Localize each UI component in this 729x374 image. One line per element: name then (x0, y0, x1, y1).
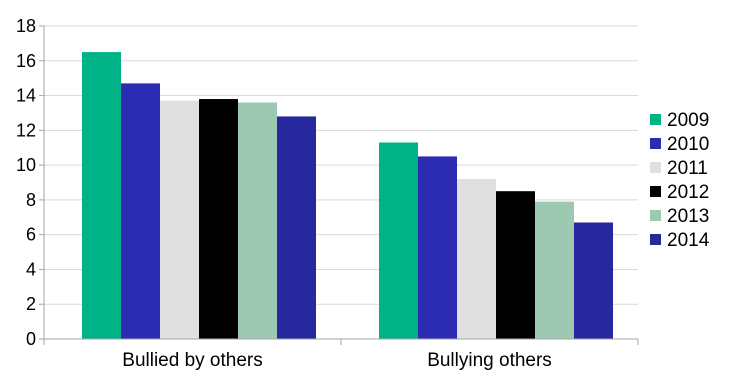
bar-2013-1 (535, 201, 574, 339)
bars (82, 52, 613, 340)
legend-swatch-2009 (650, 114, 661, 125)
bar-2010-1 (418, 156, 457, 339)
legend-swatch-2011 (650, 162, 661, 173)
bar-2013-0 (238, 102, 277, 339)
x-category-label: Bullied by others (122, 350, 262, 371)
y-tick-label: 10 (16, 155, 36, 175)
bar-2009-0 (82, 52, 121, 339)
bar-2010-0 (121, 83, 160, 339)
y-tick-label: 12 (16, 120, 36, 140)
bar-2014-1 (574, 222, 613, 339)
y-tick-label: 2 (26, 294, 36, 314)
bar-2012-0 (199, 99, 238, 340)
legend-swatch-2014 (650, 234, 661, 245)
legend-swatch-2013 (650, 210, 661, 221)
y-tick-label: 18 (16, 16, 36, 36)
legend-label-2010: 2010 (667, 134, 709, 155)
legend-swatch-2012 (650, 186, 661, 197)
y-tick-label: 6 (26, 225, 36, 245)
y-tick-label: 4 (26, 259, 36, 279)
bar-2011-1 (457, 179, 496, 339)
y-tick-label: 16 (16, 51, 36, 71)
y-tick-label: 0 (26, 329, 36, 349)
bar-2009-1 (379, 142, 418, 339)
bar-2011-0 (160, 100, 199, 340)
legend: 2009 2010 2011 2012 2013 2014 (650, 110, 710, 251)
legend-label-2012: 2012 (667, 182, 709, 203)
axes: 0 2 4 6 8 10 12 14 16 18 Bullied by others Bullying… (16, 16, 639, 371)
legend-label-2011: 2011 (667, 158, 708, 179)
bar-2014-0 (277, 116, 316, 339)
bar-2012-1 (496, 191, 535, 339)
y-tick-label: 8 (26, 190, 36, 210)
x-category-label: Bullying others (427, 350, 552, 371)
legend-swatch-2010 (650, 138, 661, 149)
legend-label-2014: 2014 (667, 230, 710, 251)
legend-label-2009: 2009 (667, 110, 709, 131)
y-tick-label: 14 (16, 86, 36, 106)
legend-label-2013: 2013 (667, 206, 709, 227)
